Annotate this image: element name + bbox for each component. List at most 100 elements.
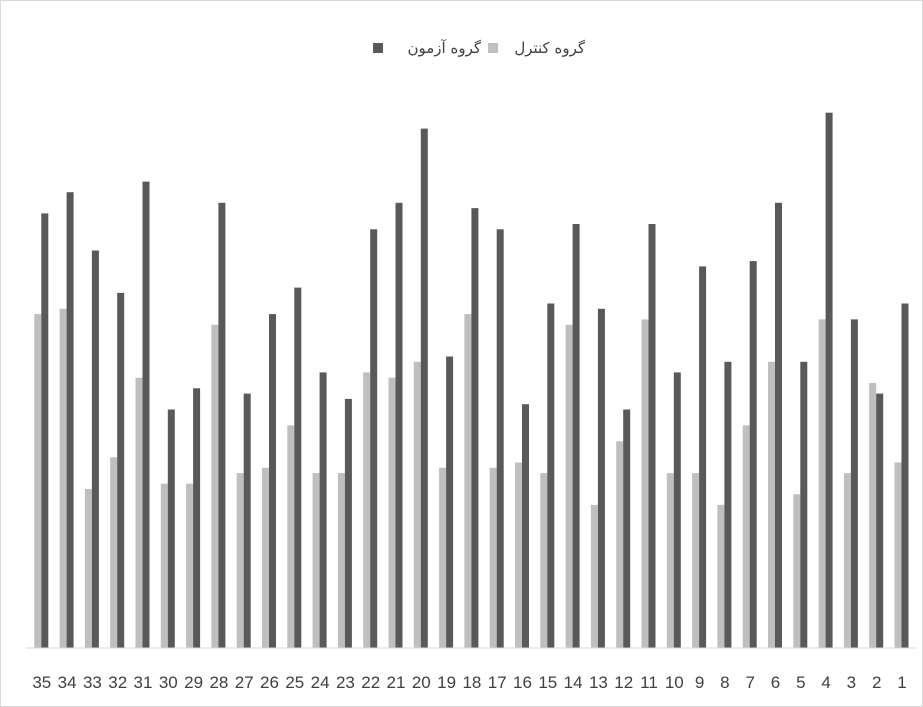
bar-test-31 [142,181,150,648]
x-tick-label-26: 26 [260,673,279,692]
bar-test-25 [294,287,302,648]
bar-test-17 [496,229,504,649]
bars-group [34,112,909,649]
bar-control-2 [869,383,877,648]
bar-control-27 [236,473,244,648]
bar-control-6 [768,361,775,648]
bar-control-25 [287,425,295,648]
bar-test-6 [775,202,782,649]
x-tick-label-28: 28 [209,673,228,692]
bar-control-5 [793,494,801,648]
bar-test-12 [623,409,631,648]
bar-control-31 [135,377,143,648]
bar-control-29 [186,483,194,648]
bar-test-30 [167,409,175,648]
x-tick-label-32: 32 [108,673,127,692]
x-tick-label-1: 1 [897,673,906,692]
bar-test-19 [446,356,454,648]
x-tick-label-9: 9 [695,673,704,692]
x-tick-label-30: 30 [159,673,178,692]
bar-test-27 [243,393,251,648]
x-tick-label-2: 2 [872,673,881,692]
x-tick-label-6: 6 [771,673,780,692]
bar-control-22 [363,372,371,648]
x-tick-label-33: 33 [83,673,102,692]
bar-control-18 [464,314,472,648]
bar-test-20 [420,128,428,649]
legend: گروه کنترل گروه آزمون [373,39,586,57]
bar-control-35 [34,314,42,648]
bar-control-9 [692,473,700,648]
x-tick-label-24: 24 [311,673,330,692]
x-tick-label-13: 13 [589,673,608,692]
x-tick-label-5: 5 [796,673,805,692]
bar-control-1 [894,462,902,648]
legend-label-test: گروه آزمون [408,39,482,57]
bar-test-16 [522,404,529,648]
bar-control-8 [717,504,725,648]
bar-test-34 [66,192,74,648]
bar-control-3 [843,473,851,648]
legend-swatch-test [373,43,383,53]
bar-test-15 [547,303,555,648]
bar-test-24 [319,372,327,648]
x-tick-label-7: 7 [745,673,754,692]
x-tick-label-17: 17 [488,673,507,692]
x-tick-label-4: 4 [821,673,830,692]
x-tick-label-22: 22 [361,673,380,692]
x-tick-label-23: 23 [336,673,355,692]
bar-test-26 [269,314,276,648]
bar-test-28 [218,202,226,649]
bar-control-13 [590,504,598,648]
bar-control-10 [666,473,674,648]
bar-control-23 [337,473,345,648]
bar-test-9 [699,266,707,648]
x-tick-label-25: 25 [285,673,304,692]
bar-test-18 [471,208,479,648]
bar-test-11 [648,224,656,648]
bar-control-21 [388,377,396,648]
bar-test-23 [344,398,352,648]
bar-control-20 [413,361,421,648]
x-tick-label-16: 16 [513,673,532,692]
bar-control-19 [439,467,447,648]
bar-test-1 [901,303,909,648]
bar-control-15 [540,473,548,648]
bar-control-17 [489,467,497,648]
bar-control-33 [84,489,92,648]
bar-test-35 [41,213,49,648]
bar-test-29 [193,388,201,648]
bar-control-32 [110,457,118,648]
legend-label-control: گروه کنترل [514,39,586,57]
x-tick-label-31: 31 [134,673,153,692]
legend-swatch-control [488,43,498,53]
x-tick-label-18: 18 [462,673,481,692]
x-tick-label-12: 12 [614,673,633,692]
x-tick-label-19: 19 [437,673,456,692]
x-tick-label-3: 3 [847,673,856,692]
bar-test-2 [876,393,884,648]
bar-control-30 [160,483,168,648]
bar-test-14 [572,224,580,648]
bar-test-8 [724,361,732,648]
bar-test-10 [673,372,681,648]
x-tick-label-27: 27 [235,673,254,692]
bar-control-26 [262,467,269,648]
x-tick-label-14: 14 [564,673,583,692]
bar-control-24 [312,473,320,648]
bar-test-13 [597,308,605,648]
bar-control-11 [641,319,649,648]
x-tick-label-8: 8 [720,673,729,692]
x-tick-label-15: 15 [538,673,557,692]
x-axis-ticks: 1234567891011121314151617181920212223242… [32,673,906,692]
x-tick-label-35: 35 [32,673,51,692]
x-tick-label-21: 21 [387,673,406,692]
bar-test-5 [800,361,808,648]
bar-control-4 [818,319,826,648]
x-tick-label-29: 29 [184,673,203,692]
x-tick-label-20: 20 [412,673,431,692]
bar-test-4 [825,112,833,648]
bar-test-22 [370,229,378,649]
x-tick-label-34: 34 [58,673,77,692]
